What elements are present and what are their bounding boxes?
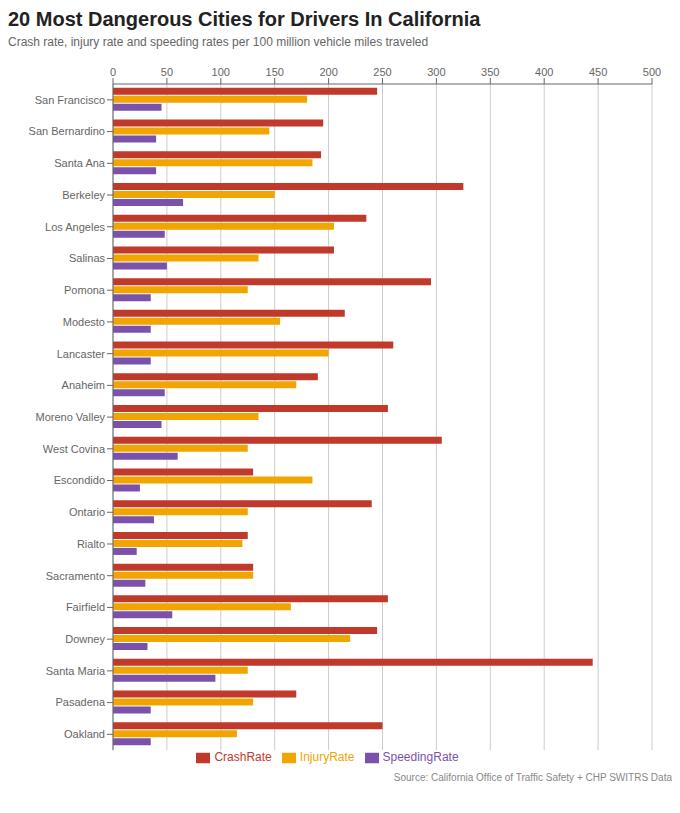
svg-text:200: 200 (319, 66, 337, 78)
svg-text:Downey: Downey (65, 633, 105, 645)
svg-text:300: 300 (427, 66, 445, 78)
svg-text:Santa Ana: Santa Ana (54, 157, 106, 169)
svg-text:450: 450 (589, 66, 607, 78)
svg-text:400: 400 (535, 66, 553, 78)
svg-text:100: 100 (212, 66, 230, 78)
svg-text:Pasadena: Pasadena (55, 696, 105, 708)
svg-text:0: 0 (110, 66, 116, 78)
svg-text:Sacramento: Sacramento (46, 570, 105, 582)
svg-text:San Francisco: San Francisco (35, 94, 105, 106)
html-text:Crash rate, injury rate and sp: Crash rate, injury rate and speeding rat… (8, 35, 429, 49)
svg-text:Fairfield: Fairfield (66, 601, 105, 613)
svg-text:Ontario: Ontario (69, 506, 105, 518)
html-text:SpeedingRate: SpeedingRate (382, 750, 459, 765)
svg-text:Modesto: Modesto (63, 316, 105, 328)
svg-text:350: 350 (481, 66, 499, 78)
svg-text:Santa Maria: Santa Maria (46, 665, 106, 677)
svg-text:Rialto: Rialto (77, 538, 105, 550)
svg-text:Anaheim: Anaheim (62, 379, 105, 391)
html-text:CrashRate: CrashRate (214, 750, 272, 765)
svg-text:250: 250 (373, 66, 391, 78)
svg-text:Oakland: Oakland (64, 728, 105, 740)
html-text:InjuryRate: InjuryRate (299, 750, 355, 765)
svg-text:Los Angeles: Los Angeles (45, 221, 105, 233)
svg-text:Pomona: Pomona (64, 284, 106, 296)
svg-text:Escondido: Escondido (54, 474, 105, 486)
svg-text:500: 500 (643, 66, 661, 78)
svg-text:West Covina: West Covina (43, 443, 106, 455)
svg-text:Salinas: Salinas (69, 252, 106, 264)
html-text:Source: California Office of T: Source: California Office of Traffic Saf… (393, 772, 672, 783)
svg-text:Lancaster: Lancaster (57, 348, 106, 360)
svg-text:Berkeley: Berkeley (62, 189, 105, 201)
svg-text:150: 150 (266, 66, 284, 78)
svg-text:50: 50 (161, 66, 173, 78)
html-text:20 Most Dangerous Cities for D: 20 Most Dangerous Cities for Drivers In … (8, 8, 481, 30)
svg-text:San Bernardino: San Bernardino (29, 125, 105, 137)
svg-text:Moreno Valley: Moreno Valley (36, 411, 106, 423)
